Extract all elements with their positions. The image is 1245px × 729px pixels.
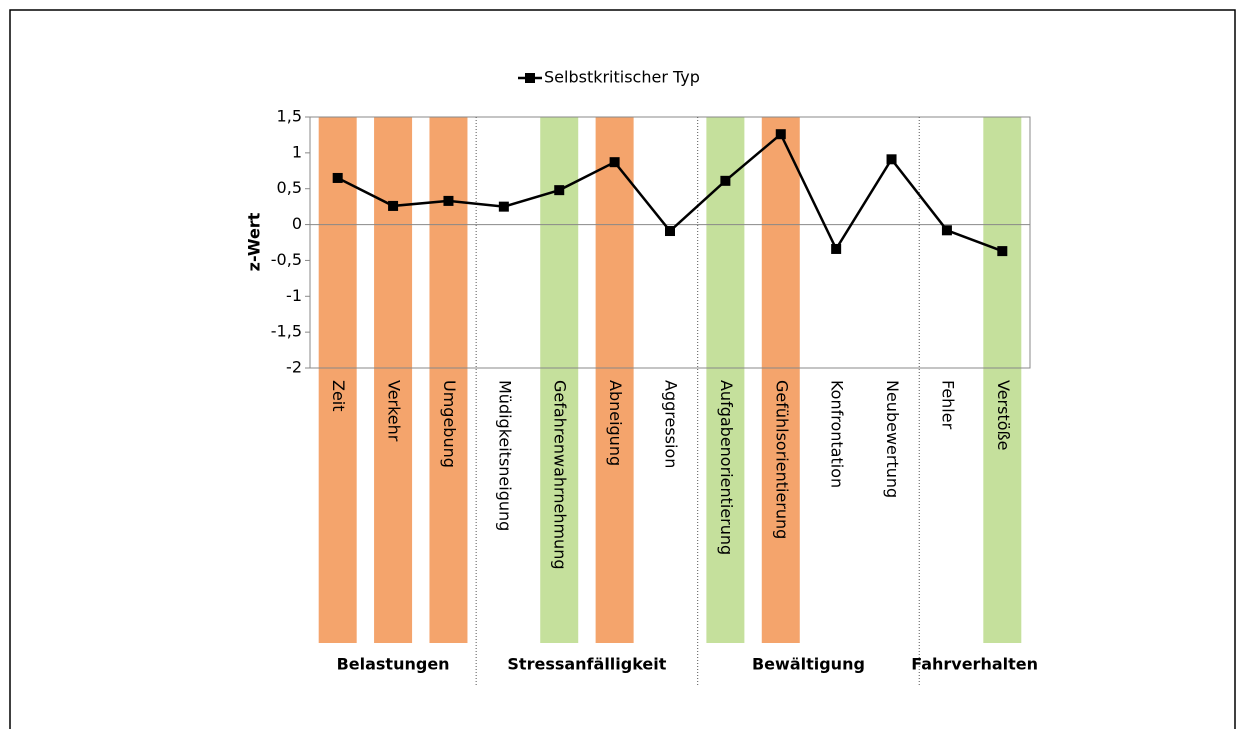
marker [388,200,399,211]
x-tick-label: Abneigung [606,380,625,466]
y-tick-label: 0 [292,214,302,233]
highlight-band [540,117,579,643]
x-tick-label: Aufgabenorientierung [717,380,736,555]
marker [831,243,842,254]
highlight-band [318,117,357,643]
marker [997,246,1008,257]
legend-label: Selbstkritischer Typ [544,68,700,87]
plot-area [309,116,1031,369]
marker [775,129,786,140]
x-tick-label: Umgebung [440,380,459,468]
x-tick-label: Aggression [662,380,681,468]
x-tick-label: Verkehr [385,380,404,442]
frame [9,9,1236,729]
marker [609,157,620,168]
y-tick-label: -1 [286,286,302,305]
y-tick-label: 1 [292,142,302,161]
x-tick-label: Konfrontation [828,380,847,488]
x-tick-label: Gefühlsorientierung [772,380,791,539]
highlight-band [706,117,745,643]
group-label: Belastungen [337,655,450,674]
x-tick-label: Verstöße [994,380,1013,450]
x-tick-label: Müdigkeitsneigung [495,380,514,531]
marker [332,172,343,183]
x-tick-label: Zeit [329,380,348,412]
highlight-band [983,117,1022,643]
y-tick-label: -0,5 [271,250,302,269]
y-tick-label: 0,5 [277,178,302,197]
group-label: Stressanfälligkeit [507,655,666,674]
marker [443,195,454,206]
y-tick-label: 1,5 [277,107,302,126]
x-tick-label: Gefahrenwahrnehmung [551,380,570,570]
marker [498,201,509,212]
y-tick-label: -2 [286,358,302,377]
marker [665,226,675,237]
highlight-band [595,117,634,643]
group-label: Fahrverhalten [911,655,1038,674]
marker [720,175,731,186]
marker [554,185,565,196]
y-axis-label: z-Wert [245,212,264,271]
legend-marker [525,73,535,83]
x-tick-label: Fehler [938,380,957,430]
group-label: Bewältigung [752,655,865,674]
highlight-band [761,117,800,643]
marker [941,225,952,236]
y-tick-label: -1,5 [271,322,302,341]
marker [886,154,897,165]
x-tick-label: Neubewertung [883,380,902,498]
